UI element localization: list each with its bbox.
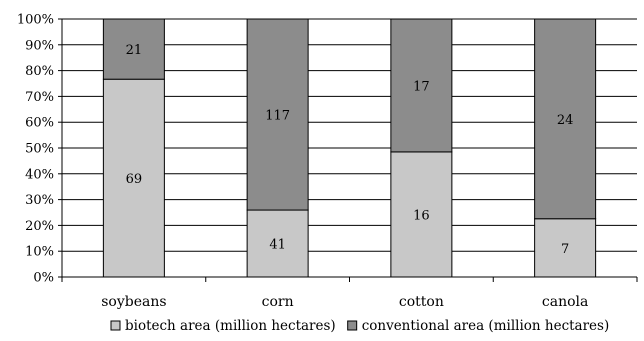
data-label: 69 [126,172,143,187]
bar-cotton-series-1 [390,151,453,278]
legend-label: biotech area (million hectares) [125,318,336,334]
y-tick-label: 50% [25,142,54,157]
y-tick-label: 10% [25,245,54,260]
y-tick-label: 30% [25,193,54,208]
data-label: 17 [413,79,430,94]
y-tick-label: 70% [25,90,54,105]
bar-corn-series-2 [246,18,309,211]
bar-canola-series-1 [534,218,597,278]
data-label: 117 [265,109,290,124]
legend-swatch [347,320,358,331]
y-tick-label: 90% [25,38,54,53]
x-tick-label: corn [262,294,294,310]
data-label: 16 [413,208,430,223]
y-tick-label: 40% [25,167,54,182]
data-label: 24 [557,113,574,128]
bars: 69 21 41 117 16 17 7 24 [102,18,597,278]
y-tick-label: 100% [17,13,54,28]
x-tick-label: cotton [399,294,444,310]
y-axis: 0% 10% 20% 30% 40% 50% 60% 70% 80% 90% 100% [17,13,63,286]
y-tick-label: 20% [25,219,54,234]
data-label: 7 [561,242,569,257]
y-tick-label: 0% [33,271,54,286]
y-tick-label: 80% [25,64,54,79]
x-axis: soybeans corn cotton canola [61,276,638,310]
x-tick-label: canola [542,294,588,310]
data-label: 21 [126,43,143,58]
bar-canola-series-2 [534,18,597,220]
x-tick-label: soybeans [101,294,166,310]
data-label: 41 [269,238,286,253]
bar-cotton-series-2 [390,18,453,153]
y-tick-label: 60% [25,116,54,131]
legend-swatch [110,320,121,331]
legend: biotech area (million hectares) conventio… [110,318,610,334]
legend-label: conventional area (million hectares) [362,318,610,334]
bar-soybeans-series-2 [102,18,165,80]
